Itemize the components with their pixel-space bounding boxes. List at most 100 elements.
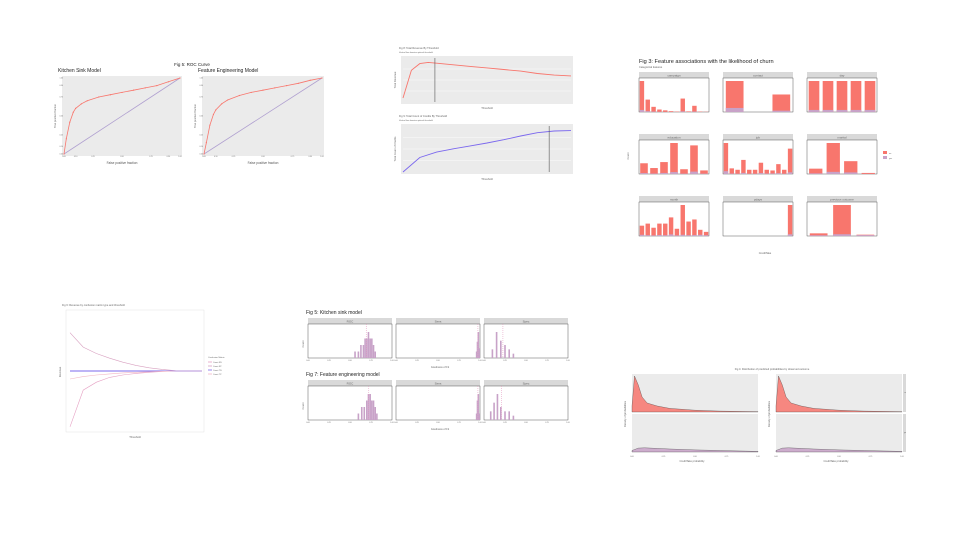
hist-x-tick: 0.00 bbox=[394, 422, 398, 424]
bar-yes bbox=[844, 172, 858, 174]
roc-point bbox=[80, 103, 82, 105]
density-strip-label: no bbox=[904, 392, 906, 394]
density-x-tick: 0.50 bbox=[693, 456, 697, 458]
bar-yes bbox=[808, 109, 820, 112]
hist-bar bbox=[478, 348, 480, 358]
bar-no bbox=[686, 111, 691, 112]
facet-panel bbox=[638, 201, 710, 237]
roc-y-tick: 0.75 bbox=[60, 97, 64, 99]
hist-bar bbox=[500, 340, 502, 358]
roc-x-tick: 1.00 bbox=[178, 156, 182, 158]
hist-x-tick: 0.75 bbox=[369, 360, 373, 362]
facet-panel bbox=[806, 139, 878, 175]
roc-y-tick: 0.00 bbox=[200, 154, 204, 156]
roc-point bbox=[75, 107, 77, 109]
bar-yes bbox=[703, 235, 709, 236]
legend-label: Count TN bbox=[213, 369, 222, 372]
hist-x-tick: 0.25 bbox=[503, 360, 507, 362]
bar-no bbox=[650, 168, 658, 174]
roc-y-tick: 0.90 bbox=[200, 85, 204, 87]
hist-bar bbox=[374, 351, 376, 358]
bar-yes bbox=[723, 171, 729, 174]
legend-label: Count FN bbox=[213, 361, 222, 364]
bar-yes bbox=[680, 111, 685, 112]
fig3-title: Fig 3: Feature associations with the lik… bbox=[639, 59, 774, 65]
bar-yes bbox=[725, 107, 744, 112]
bar-yes bbox=[856, 235, 875, 236]
facet-strip bbox=[723, 134, 793, 140]
fig6-legend-title: Confusion Matrix bbox=[208, 356, 225, 359]
fig8-svg: Fig 8: Total Revenue By Threshold Vertic… bbox=[393, 46, 573, 110]
bar-yes bbox=[639, 234, 645, 236]
roc-point bbox=[205, 142, 207, 144]
bar-no bbox=[670, 143, 678, 174]
hist-panel bbox=[395, 323, 481, 359]
roc-point bbox=[262, 89, 264, 91]
fig3-xlabel: CreditTake bbox=[759, 251, 772, 255]
hist-x-tick: 0.75 bbox=[369, 422, 373, 424]
hist-x-tick: 0.25 bbox=[415, 422, 419, 424]
density-x-tick: 0.00 bbox=[630, 456, 634, 458]
fig3-facet-grid: campaign contact day education job marital mon… bbox=[638, 72, 878, 237]
bar-no bbox=[764, 169, 769, 174]
facet-strip-label: marital bbox=[837, 135, 846, 139]
fig6-svg: Fig 6: Revenue by confusion matrix type … bbox=[58, 303, 225, 439]
hist-bar bbox=[475, 413, 478, 420]
fig7-svg: Fig 7: Feature engineering model ROC 0.00… bbox=[301, 372, 570, 431]
facet-strip bbox=[639, 196, 709, 202]
fig5-roc-svg: Fig 5: ROC Curve Kitchen Sink Model Feat… bbox=[53, 62, 324, 165]
bar-yes bbox=[772, 110, 791, 112]
fig4-title: Fig 4: Distribution of predicted probabi… bbox=[735, 367, 810, 371]
bar-yes bbox=[657, 234, 662, 236]
roc-point bbox=[121, 91, 123, 94]
hist-x-tick: 0.50 bbox=[348, 360, 352, 362]
fig3-feature-figure: Fig 3: Feature associations with the lik… bbox=[625, 56, 897, 260]
roc-point bbox=[144, 87, 146, 89]
hist-bar bbox=[476, 341, 479, 358]
facet-strip-label: campaign bbox=[667, 73, 680, 77]
hist-bar bbox=[354, 351, 356, 358]
hist-x-tick: 0.25 bbox=[415, 360, 419, 362]
bar-no bbox=[741, 159, 746, 174]
hist-bar bbox=[372, 345, 375, 358]
hist-bar bbox=[362, 345, 365, 358]
hist-panel bbox=[307, 385, 393, 421]
bar-no bbox=[833, 205, 851, 236]
bar-yes bbox=[690, 171, 698, 174]
hist-x-tick: 1.00 bbox=[478, 422, 482, 424]
fig5b-title: Fig 5: Kitchen sink model bbox=[306, 310, 362, 316]
roc-x-tick: 0.75 bbox=[149, 156, 153, 158]
fig3-ylabel: Count bbox=[626, 152, 630, 159]
hist-x-tick: 0.00 bbox=[394, 360, 398, 362]
roc-point bbox=[86, 100, 88, 102]
density-x-tick: 0.25 bbox=[806, 456, 810, 458]
bar-no bbox=[645, 223, 650, 236]
hist-x-tick: 0.00 bbox=[306, 360, 310, 362]
facet-strip-label: job bbox=[755, 135, 760, 139]
bar-yes bbox=[645, 235, 650, 236]
density-x-tick: 0.25 bbox=[662, 456, 666, 458]
hist-x-tick: 0.25 bbox=[327, 422, 331, 424]
bar-yes bbox=[692, 234, 697, 236]
roc-point bbox=[215, 109, 217, 111]
hist-x-tick: 1.00 bbox=[478, 360, 482, 362]
bar-yes bbox=[670, 172, 678, 174]
roc-point bbox=[227, 99, 229, 101]
facet-strip bbox=[723, 72, 793, 78]
fig9-plot bbox=[402, 126, 572, 173]
bar-no bbox=[657, 109, 662, 112]
bar-yes bbox=[663, 235, 668, 236]
roc-x-tick: 0.75 bbox=[291, 156, 295, 158]
bar-yes bbox=[680, 234, 685, 236]
bar-no bbox=[692, 219, 697, 236]
hist-x-tick: 0.50 bbox=[436, 360, 440, 362]
roc-left-ylabel: True positive fraction bbox=[53, 103, 57, 128]
hist-bar bbox=[374, 407, 376, 420]
roc-diagonal bbox=[63, 77, 181, 155]
facet-strip-label: day bbox=[840, 73, 845, 77]
bar-no bbox=[822, 81, 834, 112]
hist-x-tick: 0.75 bbox=[545, 422, 549, 424]
fig9-title: Fig 9: Total Count of Credits By Thresho… bbox=[399, 114, 448, 118]
roc-x-tick: 0.50 bbox=[261, 156, 265, 158]
